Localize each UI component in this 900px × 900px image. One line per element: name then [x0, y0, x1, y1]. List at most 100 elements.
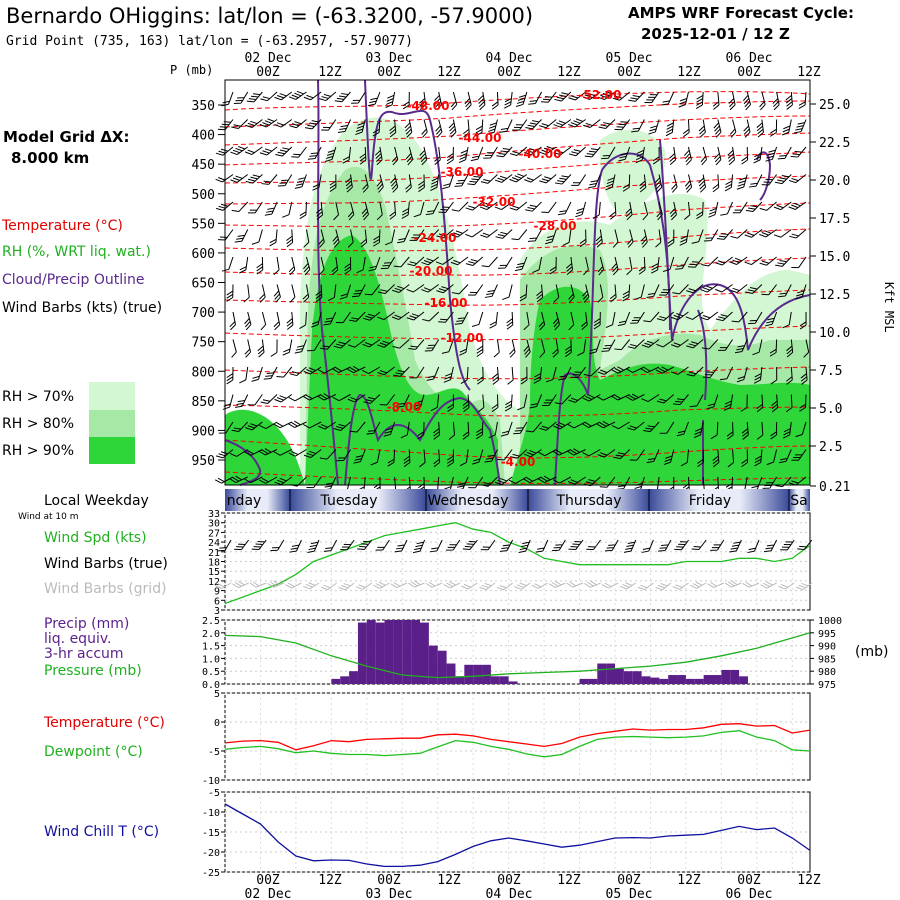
cross-section-wind-barb [251, 229, 263, 245]
cross-section-wind-barb-shape [303, 421, 322, 429]
cross-section-wind-barb-shape [260, 311, 267, 331]
cross-section-wind-barb [494, 476, 513, 486]
wind-barb-grid-shape [549, 580, 566, 589]
cross-section-wind-barb [593, 311, 601, 330]
cross-section-wind-barb [274, 119, 293, 128]
cross-section-wind-barb-shape [701, 339, 719, 350]
wind-chill-panel: -5 -10 -15 -20 -25 [202, 788, 811, 879]
cross-section-wind-barb-shape [511, 229, 528, 241]
wind-barb-grid-shape [443, 581, 461, 589]
wind-barb-grid-shape [689, 581, 707, 589]
cross-section-wind-barb-shape [611, 394, 630, 401]
wind-barb-true [691, 539, 707, 550]
temperature-contour-label: -28.00 [534, 219, 577, 233]
cross-section-wind-barb-shape [744, 229, 763, 238]
wind-barb-true [568, 539, 584, 551]
cross-section-wind-barb-shape [741, 449, 749, 468]
precip-bar [499, 676, 509, 684]
cross-section-wind-barb [525, 201, 542, 212]
wind-barb-grid [496, 582, 513, 591]
cross-section-wind-barb [552, 339, 559, 358]
bottom-hour-label: 00Z [256, 873, 280, 888]
cross-section-wind-barb [389, 119, 397, 138]
wind-barb-true-shape [623, 539, 637, 553]
cross-section-wind-barb [772, 91, 780, 111]
precip-bar [721, 669, 731, 684]
cross-section-wind-barb-shape [720, 201, 733, 216]
bottom-hour-label: 12Z [318, 873, 342, 888]
cross-section-wind-barb-shape [788, 174, 807, 184]
temperature-contour-label: -36.00 [441, 165, 484, 179]
cross-section-wind-barb-shape [731, 311, 748, 323]
precip-bar [375, 622, 385, 684]
cross-section-wind-barb-shape [656, 394, 675, 404]
cross-section-wind-barb-shape [791, 256, 807, 269]
cross-section-wind-barb [541, 201, 557, 213]
cross-section-wind-barb [315, 284, 323, 303]
cross-section-wind-barb-shape [226, 284, 234, 302]
cross-section-wind-barb-shape [405, 174, 412, 193]
cross-section-wind-barb [435, 256, 454, 265]
cross-section-wind-barb [635, 146, 645, 164]
cross-section-wind-barb-shape [403, 449, 411, 468]
cross-section-wind-barb [715, 311, 733, 322]
cross-section-wind-barb-shape [332, 229, 340, 248]
cross-section-wind-barb-shape [567, 421, 586, 429]
cross-section-wind-barb-shape [631, 119, 645, 133]
cross-section-wind-barb [355, 119, 366, 136]
wind-barb-true [674, 539, 690, 551]
cross-section-wind-barb-shape [484, 449, 498, 463]
wind-barb-true-shape [289, 539, 302, 553]
cross-section-wind-barb [656, 394, 675, 404]
cross-section-wind-barb-shape [697, 449, 704, 468]
cross-section-wind-barb-shape [344, 256, 352, 275]
cross-section-wind-barb-shape [741, 146, 749, 165]
cross-section-wind-barb [377, 366, 395, 376]
wind-barb-grid-shape [302, 582, 320, 590]
cross-section-wind-barb-shape [489, 311, 498, 329]
cross-section-wind-barb [515, 91, 528, 107]
cross-section-wind-barb-shape [465, 201, 484, 211]
cross-section-wind-barb [480, 229, 498, 238]
liq-equiv-legend: liq. equiv. [44, 631, 111, 647]
cross-section-wind-barb [347, 201, 355, 221]
cross-section-wind-barb [523, 476, 542, 484]
cross-section-wind-barb-shape [334, 91, 351, 103]
temperature-contour-label: -4.00 [501, 455, 536, 469]
cross-section-wind-barb-shape [269, 229, 278, 247]
cross-section-wind-barb [753, 366, 763, 384]
cross-section-wind-barb [701, 339, 719, 350]
cross-section-wind-barb [589, 339, 601, 355]
cross-section-wind-barb-shape [545, 366, 557, 383]
weekday-strip: nday Tuesday Wednesday Thursday Friday Sa [225, 489, 810, 511]
cross-section-wind-barb [525, 119, 542, 130]
cross-section-wind-barb-shape [215, 174, 234, 183]
cross-section-wind-barb-shape [644, 91, 660, 104]
cross-section-wind-barb [582, 91, 601, 100]
cross-section-wind-barb [527, 229, 542, 242]
cross-section-wind-barb-shape [448, 119, 457, 138]
panel-tick-label: 0.5 [202, 667, 220, 678]
precip-bar [650, 677, 660, 684]
cross-section-wind-barb-shape [387, 449, 396, 467]
cross-section-wind-barb-shape [419, 91, 427, 110]
cross-section-wind-barb-shape [500, 421, 513, 437]
cross-section-wind-barb-shape [433, 449, 441, 468]
cross-section-wind-barb-shape [421, 256, 439, 266]
height-tick-label: 7.5 [819, 364, 842, 379]
cross-section-wind-barb-shape [333, 339, 351, 349]
wind-barb-grid [425, 581, 443, 588]
cross-section-wind-barb [406, 311, 425, 321]
wind-barb-grid [672, 582, 689, 590]
cross-section-wind-barb-shape [795, 284, 807, 300]
cross-section-wind-barb [795, 284, 807, 300]
cross-section-wind-barb-shape [650, 256, 660, 274]
cross-section-wind-barb [385, 91, 396, 109]
dewpoint-legend: Dewpoint (°C) [44, 744, 143, 760]
cross-section-wind-barb-shape [533, 366, 543, 384]
cross-section-wind-barb-shape [335, 311, 351, 324]
cross-section-wind-barb [274, 394, 293, 403]
wind-barb-true [604, 539, 619, 552]
cross-section-wind-barb [318, 91, 337, 102]
cross-section-wind-barb-shape [345, 174, 353, 193]
